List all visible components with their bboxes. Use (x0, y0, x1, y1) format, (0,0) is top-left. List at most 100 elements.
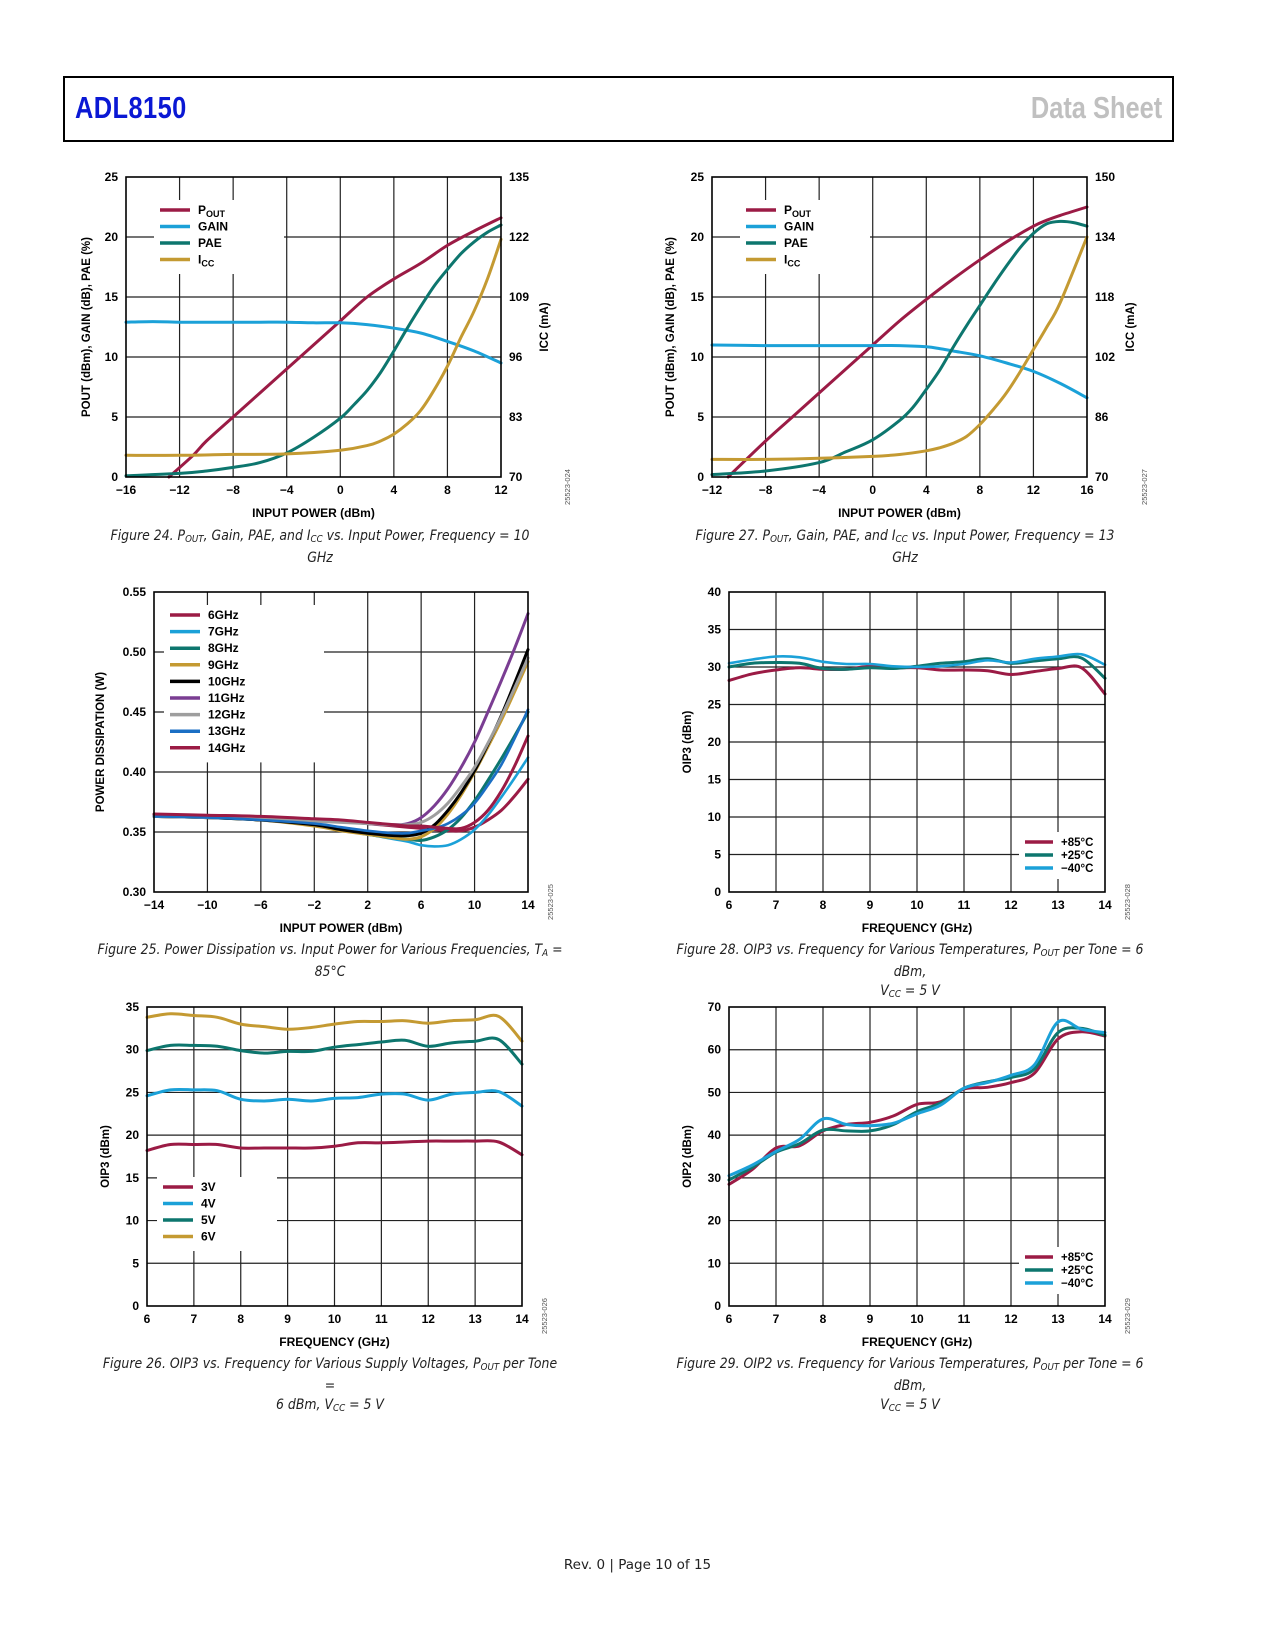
y2-tick-label: 86 (1095, 410, 1109, 424)
plot-frame (728, 591, 1106, 893)
y-tick-label: 15 (105, 290, 119, 304)
x-tick-label: 10 (910, 1312, 924, 1326)
legend-label: 5V (201, 1213, 216, 1227)
series-line-12GHz (152, 656, 530, 827)
x-tick-label: 7 (773, 898, 780, 912)
plot-frame (146, 1006, 523, 1307)
legend-label: +25°C (1061, 1265, 1093, 1277)
series-line-5V (145, 1036, 524, 1066)
plot-frame (711, 176, 1088, 478)
y-tick-label: 5 (697, 410, 704, 424)
x-tick-label: 6 (144, 1312, 151, 1326)
legend-label: 13GHz (208, 724, 245, 738)
y-tick-label: 10 (105, 350, 119, 364)
y-tick-label: 15 (126, 1171, 140, 1185)
x-axis-label: FREQUENCY (GHz) (862, 1335, 972, 1349)
legend-label: 14GHz (208, 741, 245, 755)
y2-tick-label: 70 (509, 470, 523, 484)
figure-24-caption: Figure 24. POUT, Gain, PAE, and ICC vs. … (110, 528, 530, 566)
y-tick-label: 30 (708, 660, 722, 674)
y-tick-label: 40 (708, 585, 722, 599)
y-tick-label: 20 (105, 230, 119, 244)
legend-label: +85°C (1061, 1252, 1093, 1264)
x-tick-label: −16 (116, 483, 137, 497)
legend-label: POUT (198, 203, 226, 219)
x-tick-label: 8 (820, 898, 827, 912)
y2-tick-label: 135 (509, 170, 529, 184)
y2-axis-label: ICC (mA) (539, 302, 551, 351)
legend-label: ICC (784, 253, 801, 269)
x-tick-label: 10 (468, 898, 482, 912)
y-tick-label: 25 (105, 170, 119, 184)
page-header: ADL8150 Data Sheet (63, 76, 1174, 142)
x-tick-label: 10 (328, 1312, 342, 1326)
series-line-13GHz (152, 708, 530, 835)
x-tick-label: −12 (169, 483, 190, 497)
y-tick-label: 30 (708, 1171, 722, 1185)
series-line-POUT (726, 205, 1089, 479)
x-tick-label: −2 (307, 898, 321, 912)
y-tick-label: 70 (708, 1000, 722, 1014)
x-tick-label: 7 (191, 1312, 198, 1326)
series-line-POUT (167, 216, 503, 479)
y-tick-label: 5 (111, 410, 118, 424)
x-tick-label: 8 (977, 483, 984, 497)
x-tick-label: −10 (197, 898, 218, 912)
y-tick-label: 20 (708, 735, 722, 749)
plot-frame (728, 1006, 1106, 1307)
legend-label: 10GHz (208, 674, 245, 688)
x-tick-label: 6 (418, 898, 425, 912)
x-tick-label: 6 (726, 898, 733, 912)
x-tick-label: 8 (444, 483, 451, 497)
x-tick-label: 4 (923, 483, 930, 497)
figure-25-caption: Figure 25. Power Dissipation vs. Input P… (97, 942, 563, 980)
figure-id: 25523-027 (1140, 469, 1149, 505)
legend-label: PAE (784, 236, 808, 250)
y-tick-label: 0.35 (123, 825, 147, 839)
y-tick-label: 15 (708, 773, 722, 787)
y-tick-label: 0.45 (123, 705, 147, 719)
x-tick-label: −8 (759, 483, 773, 497)
legend-label: 7GHz (208, 625, 239, 639)
x-tick-label: −6 (254, 898, 268, 912)
y-tick-label: 35 (708, 623, 722, 637)
x-tick-label: 14 (521, 898, 535, 912)
figure-28-caption: Figure 28. OIP3 vs. Frequency for Variou… (676, 942, 1144, 1000)
x-tick-label: 14 (1098, 1312, 1112, 1326)
y-tick-label: 40 (708, 1128, 722, 1142)
x-tick-label: 7 (773, 1312, 780, 1326)
y-tick-label: 30 (126, 1043, 140, 1057)
legend-label: 8GHz (208, 641, 239, 655)
x-tick-label: 16 (1080, 483, 1094, 497)
x-tick-label: 13 (1051, 1312, 1065, 1326)
x-tick-label: 12 (422, 1312, 436, 1326)
y-tick-label: 35 (126, 1000, 140, 1014)
x-tick-label: −4 (280, 483, 294, 497)
y-tick-label: 20 (691, 230, 705, 244)
legend-label: PAE (198, 236, 222, 250)
y-axis-label: OIP2 (dBm) (682, 1125, 694, 1188)
x-tick-label: 13 (468, 1312, 482, 1326)
x-tick-label: −4 (812, 483, 826, 497)
x-tick-label: 6 (726, 1312, 733, 1326)
y-tick-label: 5 (714, 848, 721, 862)
y-tick-label: 25 (708, 698, 722, 712)
x-tick-label: 0 (337, 483, 344, 497)
figure-id: 25523-026 (540, 1298, 549, 1334)
y-axis-label: POUT (dBm), GAIN (dB), PAE (%) (665, 237, 677, 417)
x-tick-label: 9 (867, 1312, 874, 1326)
legend-label: 12GHz (208, 708, 245, 722)
x-tick-label: −12 (702, 483, 723, 497)
y-tick-label: 20 (708, 1214, 722, 1228)
y-tick-label: 10 (691, 350, 705, 364)
x-tick-label: 14 (515, 1312, 529, 1326)
y-tick-label: 5 (132, 1256, 139, 1270)
y2-axis-label: ICC (mA) (1125, 302, 1137, 351)
y-tick-label: 0 (697, 470, 704, 484)
series-line-6V (145, 1012, 524, 1043)
y-tick-label: 0 (714, 1299, 721, 1313)
page-footer: Rev. 0 | Page 10 of 15 (563, 1557, 712, 1573)
